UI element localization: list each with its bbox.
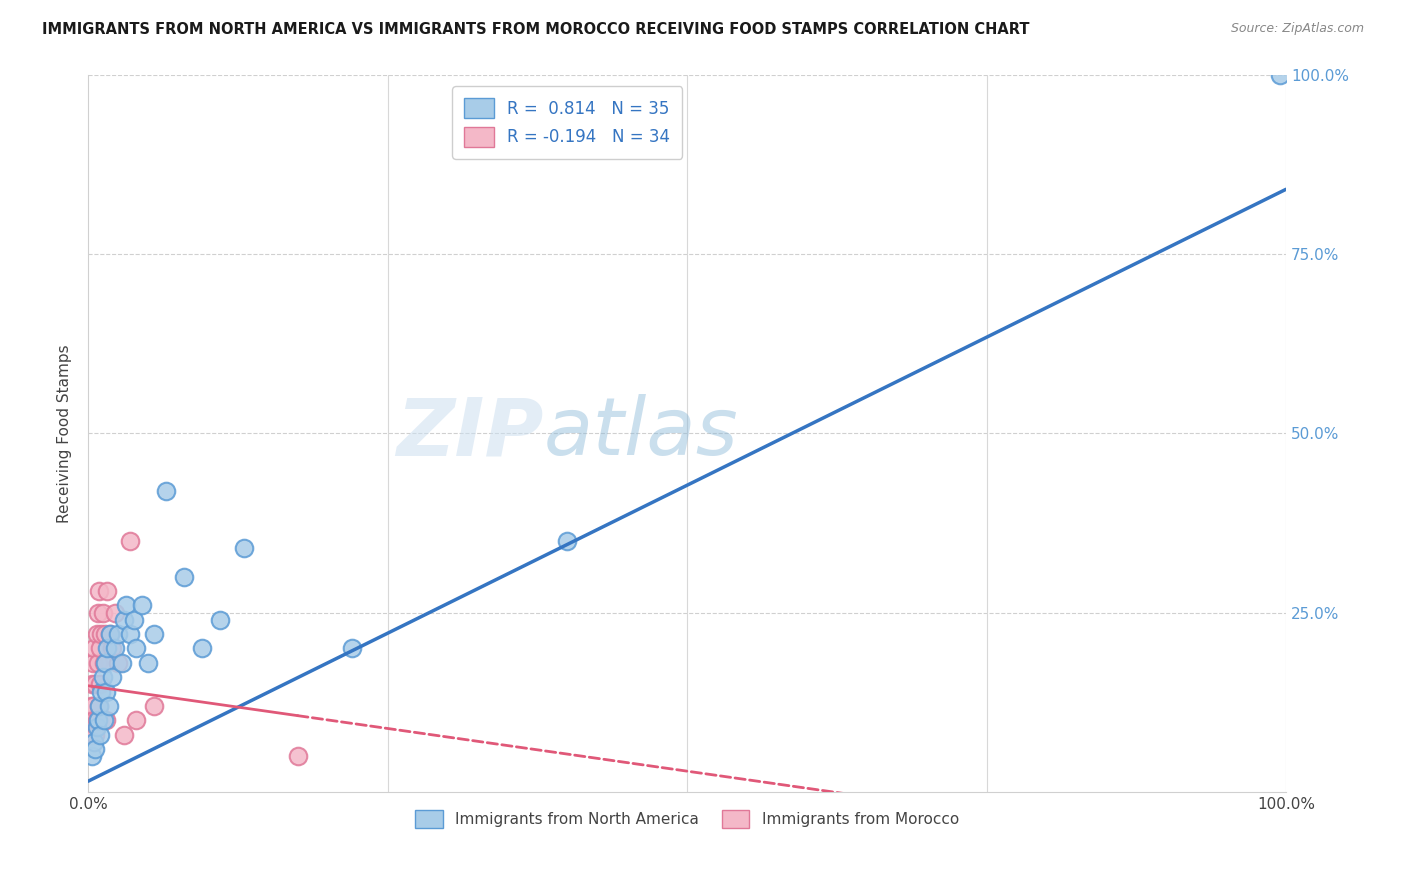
- Y-axis label: Receiving Food Stamps: Receiving Food Stamps: [58, 344, 72, 523]
- Point: [112, 728, 135, 742]
- Point: [96, 584, 118, 599]
- Point: [87, 713, 110, 727]
- Point: [84, 728, 107, 742]
- Point: [125, 641, 148, 656]
- Point: [87, 656, 110, 670]
- Point: [90, 684, 112, 698]
- Point: [91, 606, 114, 620]
- Point: [86, 713, 108, 727]
- Point: [84, 742, 107, 756]
- Point: [84, 677, 107, 691]
- Point: [173, 570, 195, 584]
- Point: [94, 627, 117, 641]
- Point: [136, 656, 159, 670]
- Point: [94, 713, 117, 727]
- Point: [120, 533, 142, 548]
- Point: [80, 677, 103, 691]
- Point: [155, 483, 177, 498]
- Point: [79, 713, 101, 727]
- Point: [86, 627, 108, 641]
- Point: [101, 641, 124, 656]
- Point: [287, 749, 309, 764]
- Point: [89, 677, 111, 691]
- Point: [87, 606, 110, 620]
- Point: [120, 627, 142, 641]
- Point: [94, 684, 117, 698]
- Point: [87, 698, 110, 713]
- Point: [98, 627, 121, 641]
- Point: [82, 698, 104, 713]
- Point: [86, 720, 108, 734]
- Point: [555, 533, 578, 548]
- Text: Source: ZipAtlas.com: Source: ZipAtlas.com: [1230, 22, 1364, 36]
- Point: [87, 584, 110, 599]
- Point: [93, 656, 115, 670]
- Point: [90, 627, 112, 641]
- Point: [79, 728, 101, 742]
- Point: [97, 698, 120, 713]
- Text: ZIP: ZIP: [396, 394, 543, 472]
- Text: IMMIGRANTS FROM NORTH AMERICA VS IMMIGRANTS FROM MOROCCO RECEIVING FOOD STAMPS C: IMMIGRANTS FROM NORTH AMERICA VS IMMIGRA…: [42, 22, 1029, 37]
- Point: [208, 613, 231, 627]
- Point: [93, 713, 115, 727]
- Point: [87, 698, 110, 713]
- Point: [83, 713, 105, 727]
- Point: [80, 749, 103, 764]
- Point: [112, 613, 135, 627]
- Point: [143, 698, 166, 713]
- Point: [103, 606, 125, 620]
- Point: [79, 698, 101, 713]
- Point: [340, 641, 363, 656]
- Point: [107, 627, 129, 641]
- Point: [191, 641, 214, 656]
- Point: [131, 599, 153, 613]
- Point: [125, 713, 148, 727]
- Point: [122, 613, 145, 627]
- Point: [232, 541, 254, 555]
- Legend: Immigrants from North America, Immigrants from Morocco: Immigrants from North America, Immigrant…: [409, 804, 965, 835]
- Point: [101, 670, 124, 684]
- Point: [96, 641, 118, 656]
- Point: [82, 656, 104, 670]
- Point: [89, 728, 111, 742]
- Point: [1268, 68, 1291, 82]
- Point: [91, 670, 114, 684]
- Point: [83, 735, 105, 749]
- Text: atlas: atlas: [543, 394, 738, 472]
- Point: [83, 641, 105, 656]
- Point: [107, 656, 129, 670]
- Point: [98, 627, 121, 641]
- Point: [103, 641, 125, 656]
- Point: [143, 627, 166, 641]
- Point: [111, 656, 134, 670]
- Point: [115, 599, 138, 613]
- Point: [89, 641, 111, 656]
- Point: [94, 656, 117, 670]
- Point: [80, 728, 103, 742]
